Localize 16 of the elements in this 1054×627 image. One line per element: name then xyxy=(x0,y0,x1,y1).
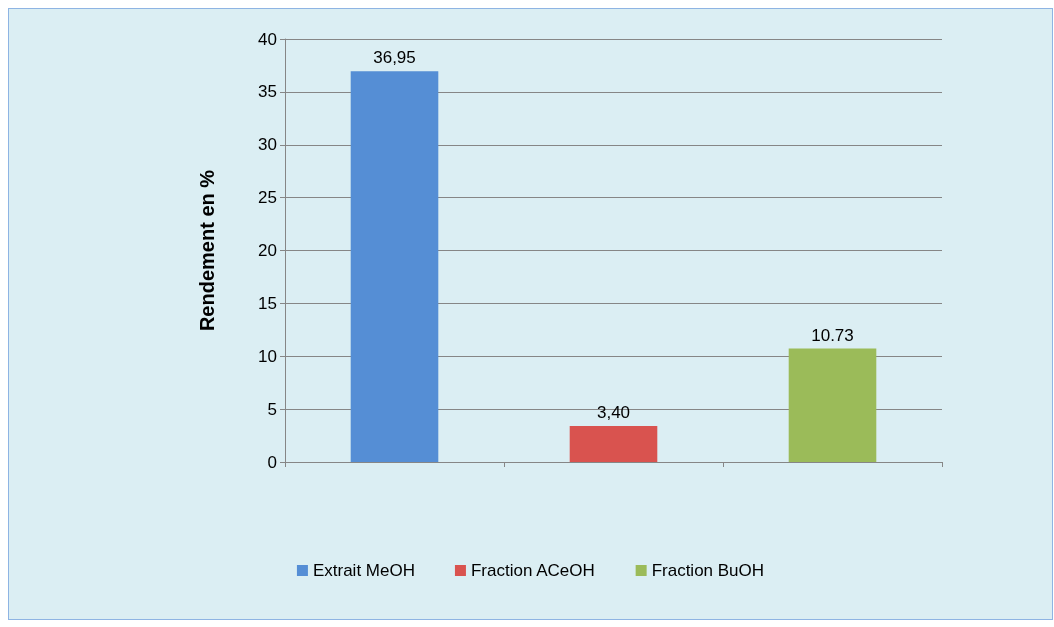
y-tick-label: 20 xyxy=(258,241,277,260)
y-tick-label: 30 xyxy=(258,135,277,155)
y-tick-label: 35 xyxy=(258,82,277,102)
legend-label: Extrait MeOH xyxy=(312,561,415,580)
data-label: 3,40 xyxy=(596,403,631,423)
y-tick-label: 40 xyxy=(258,29,277,49)
y-tick-label: 15 xyxy=(258,293,277,313)
legend-label: Fraction BuOH xyxy=(651,561,765,580)
y-tick-label: 5 xyxy=(267,399,277,419)
y-tick-label: 0 xyxy=(267,452,277,472)
data-label: 36,95 xyxy=(373,48,416,68)
y-axis-title: Rendement en % xyxy=(196,169,218,332)
data-label: 10.73 xyxy=(811,325,854,345)
legend-label: Fraction ACeOH xyxy=(470,561,595,580)
y-tick-label: 10 xyxy=(258,346,277,366)
y-tick-label: 25 xyxy=(258,188,277,208)
